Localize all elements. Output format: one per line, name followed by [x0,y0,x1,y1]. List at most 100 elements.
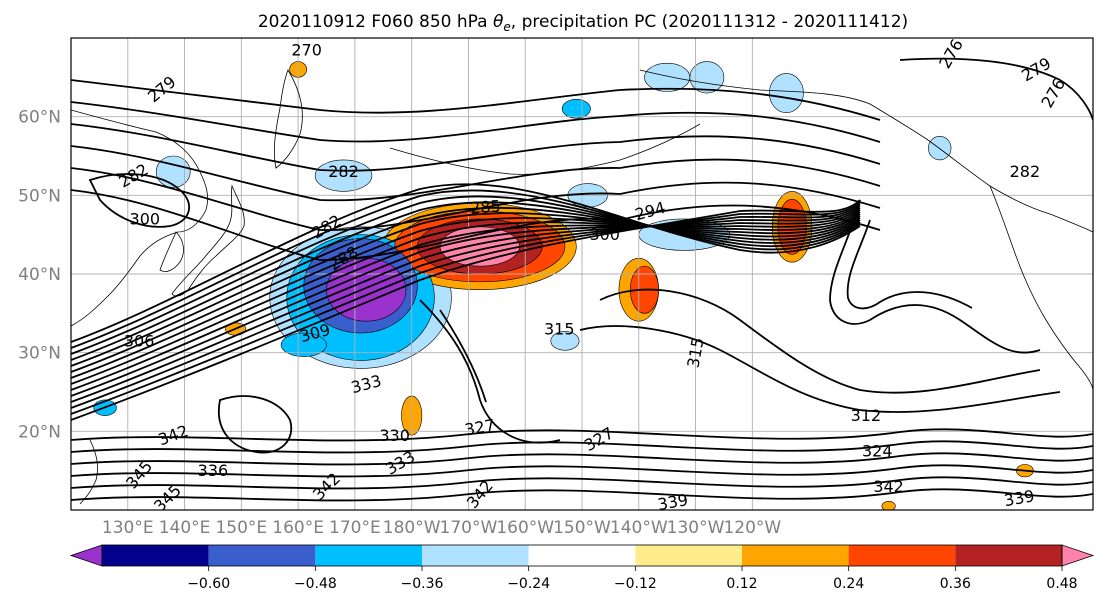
lon-tick-label: 130°E [102,518,154,538]
chart-title: 2020110912 F060 850 hPa θe, precipitatio… [258,12,908,34]
colorbar-segment [848,545,956,566]
colorbar-frame [101,544,1063,567]
contour-line [579,325,1061,413]
shaded-region [881,501,896,510]
contour-label: 315 [544,320,575,339]
lon-tick-label: 170°W [440,518,498,538]
lat-tick-label: 40°N [18,265,61,285]
lon-tick-label: 140°E [159,518,211,538]
contour-line [71,167,881,231]
contour-label: 312 [851,406,882,425]
contour-line [71,476,1093,490]
colorbar-segment [315,545,422,566]
shaded-region [928,136,952,161]
contour-line [88,173,191,228]
contour-line [71,189,861,349]
axis-tick-labels: 130°E 140°E 150°E 160°E 170°E 180°W 170°W 160°W… [18,108,781,538]
lon-tick-label: 160°E [272,518,324,538]
shaded-region [644,62,691,92]
lon-tick-label: 170°E [329,518,381,538]
contour-label: 336 [198,461,229,480]
contour-line [71,452,1093,466]
contour-line [899,57,1093,121]
contour-label: 324 [862,442,893,461]
contour-line [71,189,881,261]
coastline-alaska [639,69,1093,233]
colorbar-segment [102,545,209,566]
contour-line [71,199,861,421]
contour-line [71,211,861,385]
contour-label: 339 [1002,486,1035,510]
contour-line [829,199,1041,354]
contour-line [599,288,1041,394]
contour-line [419,299,561,444]
contour-label: 342 [873,477,904,496]
colorbar-tick-label: 0.12 [726,576,757,592]
lat-tick-label: 30°N [18,344,61,364]
lon-tick-label: 140°W [610,518,668,538]
colorbar-extend-high [1061,544,1095,567]
lon-tick-label: 120°W [723,518,781,538]
contour-line [71,79,881,121]
shaded-region [155,155,191,188]
colorbar-segment [742,545,849,566]
shaded-region [280,332,327,357]
contour-line [71,203,861,409]
contour-label: 339 [656,490,689,514]
contour-label: 282 [328,162,359,181]
contour-line [71,101,881,143]
contour-line [71,201,861,415]
contour-label: 270 [291,40,322,59]
colorbar-extend-low [69,544,103,567]
colorbar-segment [422,545,529,566]
contour-label: 300 [130,209,161,228]
lon-tick-label: 160°W [496,518,554,538]
contour-line [71,205,861,403]
contour-line [71,183,861,343]
contour-label: 282 [1010,162,1041,181]
contour-label: 330 [379,426,410,445]
lon-tick-label: 180°W [383,518,441,538]
shaded-region [769,73,804,114]
coastline-kamchatka [273,69,303,169]
contour-line [846,219,973,310]
colorbar-tick-label: 0.48 [1046,576,1077,592]
coastline-north-america [989,185,1093,391]
colorbar-tick-label: −0.48 [294,576,337,592]
contour-line [71,213,861,379]
colorbar-segment [955,545,1062,566]
contour-line [217,395,293,454]
lon-tick-label: 150°E [215,518,267,538]
lat-tick-label: 60°N [18,108,61,128]
coastlines [71,69,1093,505]
theta-e-contours [71,57,1093,502]
contour-line [71,464,1093,478]
lon-tick-label: 130°W [667,518,725,538]
contour-label: 306 [124,331,155,350]
contour-line [71,428,1093,442]
coastline-korea [159,231,184,272]
contour-line [439,309,487,403]
colorbar-tick-label: −0.36 [401,576,444,592]
contour-line [71,206,861,367]
lat-tick-label: 20°N [18,422,61,442]
contour-line [71,123,881,172]
colorbar-segment [635,545,742,566]
coastline-japan [171,184,245,297]
coastline-asia [71,109,208,327]
shaded-region [314,159,373,192]
shaded-region [550,331,580,351]
colorbar-tick-label: −0.60 [187,576,230,592]
colorbar-segment [528,545,636,566]
contour-label: 300 [589,225,620,244]
contour-line [71,212,861,373]
contour-line [71,145,881,202]
colorbar-segment [208,545,316,566]
shaded-region [689,61,725,94]
colorbar: −0.60 −0.48 −0.36 −0.24 −0.12 0.12 0.24 0.36 0.4… [69,544,1095,592]
lon-tick-label: 150°W [553,518,611,538]
contour-line [71,488,1093,502]
colorbar-tick-label: −0.24 [507,576,550,592]
